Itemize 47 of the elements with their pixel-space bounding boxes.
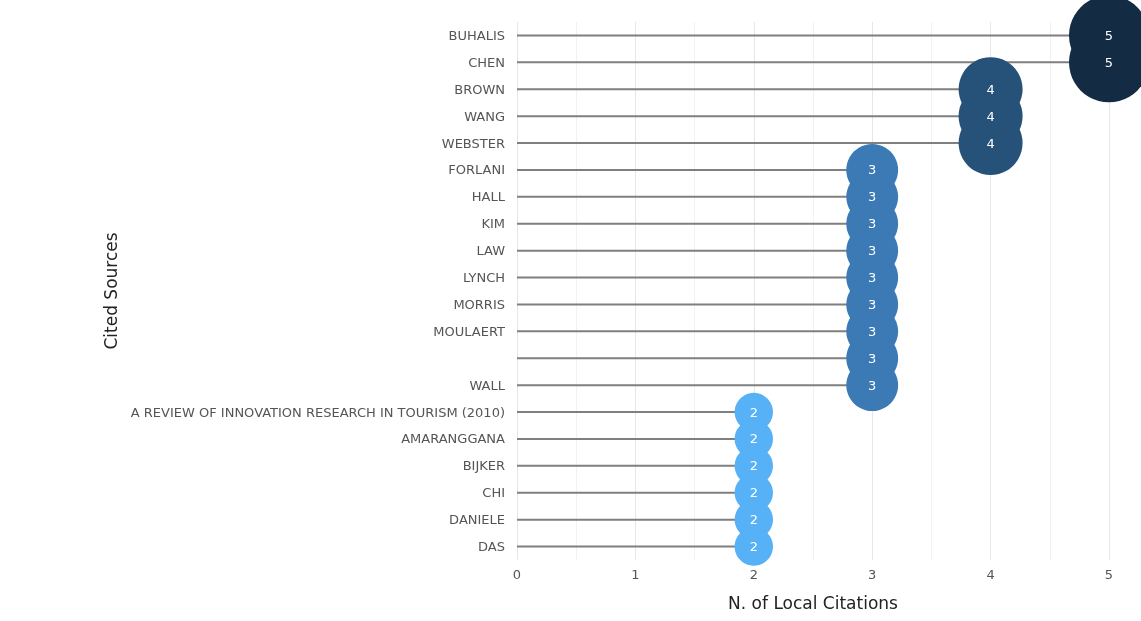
data-label: 2	[749, 539, 758, 555]
data-label: 5	[1104, 27, 1114, 43]
y-tick-label: AMARANGGANA	[401, 431, 506, 447]
data-label: 2	[749, 485, 758, 501]
data-label: 2	[749, 431, 758, 447]
y-tick-label: MOULAERT	[433, 323, 506, 339]
data-label: 3	[868, 216, 877, 232]
y-tick-label: WEBSTER	[441, 135, 505, 151]
y-tick-label: DAS	[478, 539, 505, 555]
y-tick-label: BUHALIS	[448, 27, 505, 43]
data-label: 3	[868, 243, 877, 259]
x-tick-label: 5	[1104, 567, 1114, 582]
data-label: 2	[749, 404, 758, 420]
y-tick-label: A REVIEW OF INNOVATION RESEARCH IN TOURISM (2010)	[130, 404, 505, 420]
x-tick-label: 1	[631, 567, 640, 582]
y-tick-label: CHEN	[468, 54, 505, 70]
data-label: 4	[986, 81, 995, 97]
y-tick-label: LYNCH	[462, 270, 505, 286]
x-tick-label: 3	[868, 567, 877, 582]
data-label: 3	[868, 323, 877, 339]
data-label: 2	[749, 458, 758, 474]
y-tick-label: DANIELE	[449, 512, 505, 528]
data-label: 5	[1104, 54, 1114, 70]
y-tick-label: MORRIS	[453, 296, 505, 312]
data-label: 4	[986, 135, 995, 151]
data-label: 3	[868, 162, 877, 178]
y-tick-label: BROWN	[454, 81, 505, 97]
y-tick-label: WANG	[464, 108, 505, 124]
x-tick-label: 4	[986, 567, 995, 582]
y-tick-label: WALL	[469, 377, 506, 393]
data-label: 3	[868, 189, 877, 205]
data-label: 2	[749, 512, 758, 528]
x-tick-label: 0	[512, 567, 522, 582]
x-tick-label: 2	[749, 567, 758, 582]
y-tick-label: FORLANI	[448, 162, 505, 178]
x-axis-title: N. of Local Citations	[728, 592, 899, 613]
data-label: 4	[986, 108, 995, 124]
y-tick-label: LAW	[476, 243, 506, 259]
y-tick-label: BIJKER	[462, 458, 505, 474]
y-tick-label: CHI	[482, 485, 505, 501]
data-label: 3	[868, 270, 877, 286]
data-label: 3	[868, 350, 877, 366]
y-tick-label: KIM	[481, 216, 505, 232]
data-label: 3	[868, 377, 877, 393]
y-tick-label: HALL	[471, 189, 506, 205]
data-label: 3	[868, 296, 877, 312]
y-axis-title: Cited Sources	[101, 232, 122, 350]
